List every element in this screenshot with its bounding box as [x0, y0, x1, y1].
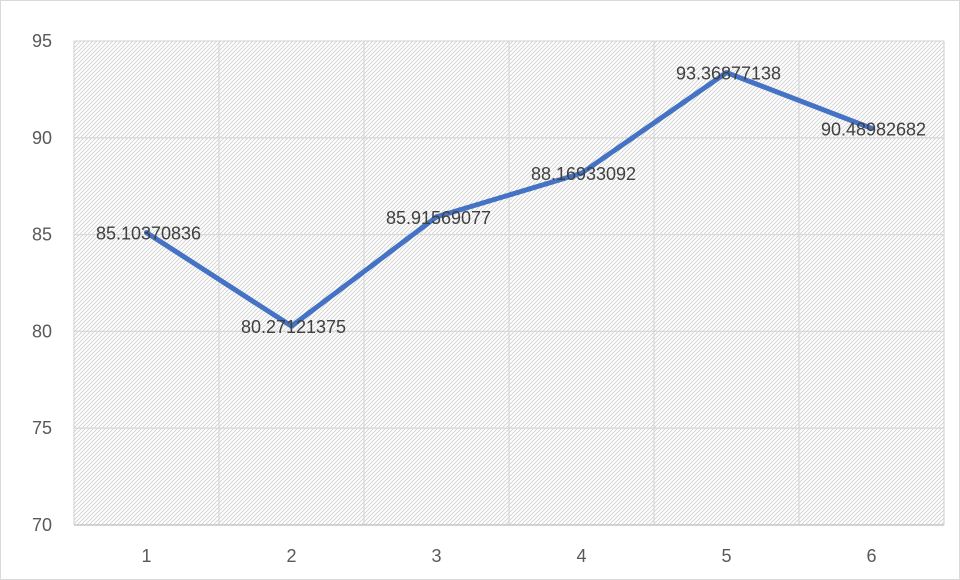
data-point [289, 323, 294, 329]
x-axis: 1 2 3 4 5 6 [141, 546, 876, 566]
y-tick-label: 95 [32, 31, 52, 51]
y-tick-label: 90 [32, 128, 52, 148]
x-tick-label: 1 [141, 546, 151, 566]
data-point [724, 70, 729, 76]
x-tick-label: 5 [721, 546, 731, 566]
data-label: 85.10370836 [96, 224, 201, 244]
gridlines [73, 40, 945, 526]
data-label: 85.91569077 [386, 208, 491, 228]
data-label: 88.16933092 [531, 164, 636, 184]
x-tick-label: 6 [866, 546, 876, 566]
y-axis: 70 75 80 85 90 95 [32, 31, 52, 535]
data-point [579, 170, 584, 176]
data-labels: 85.10370836 80.27121375 85.91569077 88.1693… [96, 64, 926, 338]
y-tick-label: 75 [32, 418, 52, 438]
series-line [144, 70, 874, 329]
x-tick-label: 2 [286, 546, 296, 566]
data-point [434, 214, 439, 220]
y-tick-label: 70 [32, 515, 52, 535]
data-point [144, 230, 149, 236]
y-tick-label: 85 [32, 225, 52, 245]
x-tick-label: 3 [431, 546, 441, 566]
data-point [869, 125, 874, 131]
series-group [144, 70, 874, 329]
x-tick-label: 4 [576, 546, 586, 566]
data-label: 80.27121375 [241, 317, 346, 337]
data-label: 90.48982682 [821, 119, 926, 139]
data-label: 93.36877138 [676, 64, 781, 84]
y-tick-label: 80 [32, 321, 52, 341]
